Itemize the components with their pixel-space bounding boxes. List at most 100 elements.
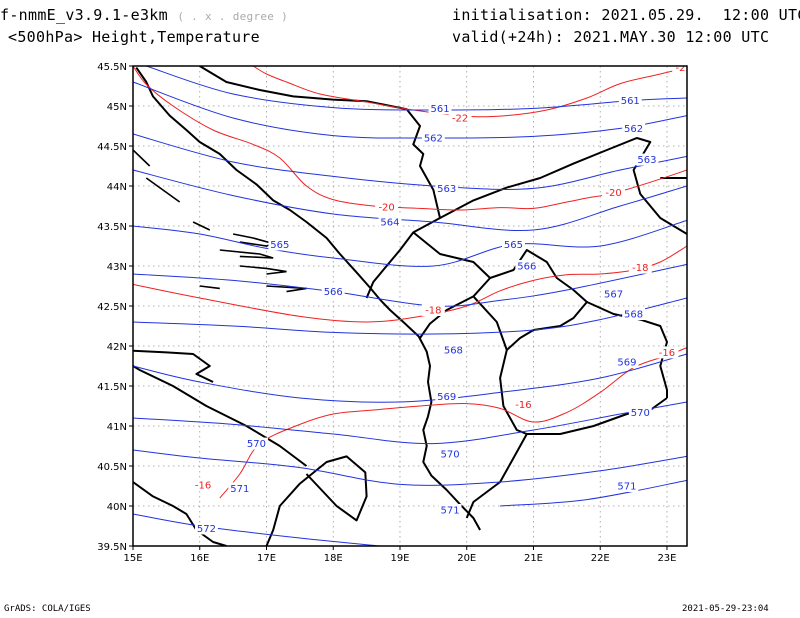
height-isoline-567	[133, 297, 687, 335]
valid-time: 12:00 UTC	[685, 28, 770, 46]
island-outline	[239, 265, 287, 275]
height-contour-label-background	[622, 122, 646, 135]
country-border	[465, 295, 528, 519]
valid-label: valid(+24h):	[452, 28, 564, 46]
height-contour-label-background	[635, 153, 659, 166]
init-time: 12:00 UTC	[722, 6, 800, 24]
coastline	[265, 455, 368, 546]
height-contour-label-background	[441, 344, 465, 356]
height-isoline-565	[133, 219, 687, 267]
height-contour-label: 569	[617, 358, 636, 369]
tick-label-lat: 44N	[107, 182, 127, 193]
island-outline	[133, 149, 151, 167]
field-title: <500hPa> Height,Temperature	[8, 28, 260, 46]
height-contour-label: 561	[621, 96, 640, 107]
valid-date: 2021.MAY.30	[573, 28, 676, 46]
height-contour-label: 570	[247, 439, 266, 450]
tick-label-lat: 39.5N	[97, 542, 127, 553]
height-isoline-572	[500, 479, 687, 507]
tick-label-lat: 42N	[107, 342, 127, 353]
island-outline	[266, 285, 307, 293]
height-contour-label-background	[321, 285, 345, 298]
height-isoline-568	[133, 353, 687, 403]
temperature-contour-label: -20	[605, 188, 621, 199]
tick-label-lat: 41.5N	[97, 382, 127, 393]
temperature-contour-label: -16	[659, 348, 675, 359]
tick-label-lat: 42.5N	[97, 302, 127, 313]
temperature-contour-label: -22	[675, 63, 691, 74]
height-contour-label: 561	[430, 104, 449, 115]
tick-label-lon: 21E	[524, 553, 543, 564]
height-isoline-564	[133, 169, 687, 232]
init-label: initialisation:	[452, 6, 592, 24]
height-contour-label-background	[628, 406, 652, 419]
tick-label-lon: 23E	[657, 553, 676, 564]
height-contour-label: 570	[441, 450, 460, 461]
tick-label-lon: 19E	[390, 553, 409, 564]
model-name: f-nmmE_v3.9.1-e3km	[0, 6, 168, 24]
height-contour-label-background	[502, 238, 525, 251]
coastline	[245, 425, 308, 467]
temperature-contour-label-background	[375, 200, 399, 213]
temperature-contour-label-background	[512, 398, 535, 411]
height-contour-label-background	[602, 288, 626, 300]
height-contour-label: 570	[631, 408, 650, 419]
temperature-contour-label: -16	[515, 400, 531, 411]
tick-label-lat: 43.5N	[97, 222, 127, 233]
temperature-contour-label-background	[421, 304, 445, 316]
island-outline	[192, 221, 211, 231]
axis-ticks: 15E 16E 17E 18E 19E 20E 21E 22E 23E 39.5N 40N 40.5N…	[97, 62, 676, 564]
temperature-contour-label-background	[602, 186, 626, 199]
height-contour-label: 562	[624, 124, 643, 135]
height-contour-label-background	[438, 504, 462, 516]
height-contour-label: 562	[424, 134, 443, 145]
tick-label-lat: 40N	[107, 502, 127, 513]
temperature-contour-label: -18	[632, 263, 648, 274]
height-contour-label-background	[515, 260, 539, 272]
height-contour-label: 572	[197, 524, 216, 535]
height-contour-label: 565	[504, 240, 523, 251]
temperature-contour-label-background	[672, 66, 687, 74]
temperature-isotherm	[252, 66, 687, 118]
height-contour-label-background	[615, 480, 639, 492]
temperature-contour-label-background	[448, 112, 472, 124]
height-contour-label: 563	[437, 184, 456, 195]
height-contour-label-background	[268, 238, 292, 251]
height-isoline-570	[133, 449, 687, 486]
height-contour-label-background	[438, 448, 462, 460]
country-border	[199, 66, 441, 299]
country-border	[586, 301, 668, 398]
height-contour-label-background	[622, 308, 646, 320]
island-outline	[232, 233, 276, 247]
country-border	[489, 249, 588, 351]
height-contour-label: 567	[604, 290, 623, 301]
height-contour-label: 571	[617, 482, 636, 493]
height-contour-label: 568	[624, 310, 643, 321]
init-date: 2021.05.29.	[601, 6, 704, 24]
tick-label-lon: 17E	[257, 553, 276, 564]
temperature-isotherm	[219, 347, 687, 499]
tick-label-lon: 16E	[190, 553, 209, 564]
tick-label-lat: 40.5N	[97, 462, 127, 473]
height-contour-label: 563	[637, 155, 656, 166]
coastline	[135, 67, 481, 531]
geography	[133, 66, 687, 546]
height-contour-label-background	[615, 356, 639, 368]
height-isoline-561	[146, 66, 687, 111]
height-contour-label: 566	[324, 287, 343, 298]
temperature-contour-label: -18	[425, 306, 441, 317]
model-title: f-nmmE_v3.9.1-e3km ( . x . degree )	[0, 6, 288, 24]
coastline	[133, 365, 247, 427]
coastline	[133, 349, 214, 383]
temperature-contour-label: -16	[195, 481, 211, 492]
tick-label-lat: 45.5N	[97, 62, 127, 73]
tick-label-lat: 43N	[107, 262, 127, 273]
height-contour-label-background	[245, 437, 268, 450]
island-outline	[219, 249, 274, 259]
height-isoline-571	[133, 513, 381, 546]
valid-line: valid(+24h): 2021.MAY.30 12:00 UTC	[452, 28, 769, 46]
coastline	[133, 481, 227, 546]
country-border	[412, 231, 492, 339]
